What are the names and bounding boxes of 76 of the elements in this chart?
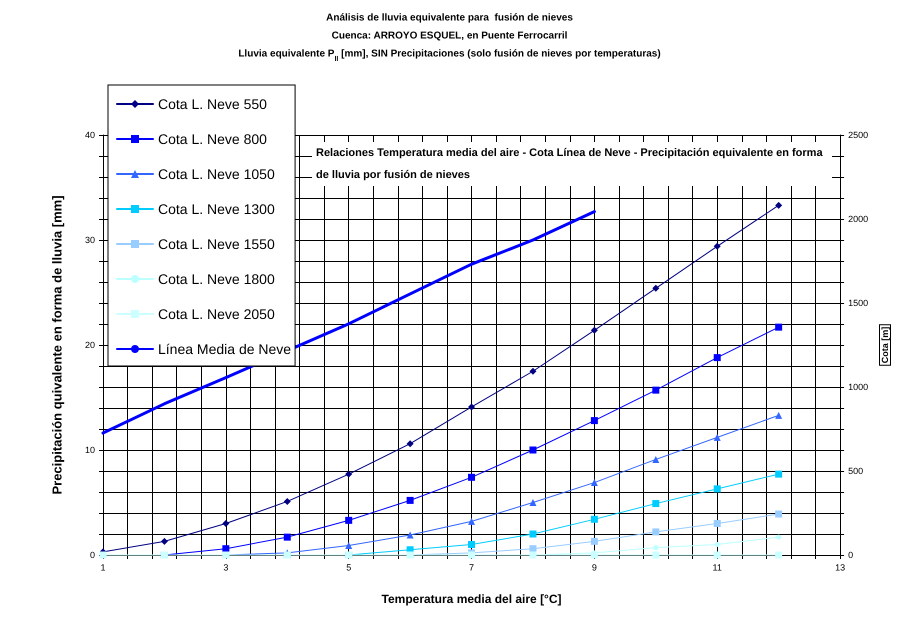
chart-title: Análisis de lluvia equivalente para fusión de nieves [326, 12, 574, 24]
legend-label: Cota L. Neve 800 [158, 131, 268, 147]
y2-tick-label: 500 [848, 466, 864, 476]
point [775, 412, 782, 419]
x-tick-label: 11 [712, 562, 722, 572]
y-tick-label: 10 [84, 445, 95, 455]
y-tick-label: 30 [84, 235, 95, 245]
point [468, 403, 476, 410]
point [345, 516, 352, 524]
point [775, 470, 782, 478]
point [406, 496, 414, 504]
point [652, 528, 660, 536]
point [652, 386, 660, 394]
y2-tick-label: 2500 [848, 130, 868, 140]
x-tick-label: 9 [592, 562, 597, 572]
point [529, 499, 536, 506]
point [345, 470, 352, 478]
point [714, 354, 721, 362]
point [653, 545, 658, 550]
x-axis-title: Temperatura media del aire [°C] [382, 592, 562, 606]
point [714, 542, 720, 547]
point [468, 474, 476, 481]
point [222, 520, 230, 527]
y2-tick-label: 0 [848, 550, 854, 560]
point [345, 542, 352, 550]
point [590, 538, 598, 545]
y-tick-label: 0 [90, 550, 95, 560]
point [590, 417, 598, 424]
annotation: Relaciones Temperatura media del aire - Cota Línea de Neve - Precipitación equivalente en forma de lluvia por fusión de nieves [312, 142, 832, 186]
point [714, 434, 721, 441]
point [652, 456, 660, 463]
point [468, 518, 476, 525]
legend-label: Cota L. Neve 1300 [158, 201, 275, 217]
point [776, 534, 782, 540]
x-tick-label: 3 [223, 562, 228, 572]
point [775, 510, 782, 518]
point [590, 516, 598, 523]
y-tick-label: 40 [84, 130, 95, 140]
point [775, 552, 782, 558]
y2-tick-label: 2000 [848, 214, 868, 224]
y-axis-title: Precipitación quivalente en forma de lluvia [mm] [50, 195, 64, 495]
legend-label: Cota L. Neve 2050 [158, 306, 275, 322]
point [529, 368, 536, 375]
point [775, 202, 782, 209]
x-tick-label: 7 [469, 562, 474, 572]
point [590, 479, 598, 486]
point [406, 532, 414, 539]
legend-label: Cota L. Neve 1050 [158, 166, 275, 182]
y2-tick-label: 1000 [848, 382, 868, 392]
point [468, 541, 476, 548]
point [590, 326, 598, 334]
legend-label: Cota L. Neve 1800 [158, 271, 275, 287]
legend-label: Cota L. Neve 550 [158, 96, 268, 112]
point [714, 242, 721, 250]
point [222, 545, 230, 552]
point [406, 440, 414, 448]
point [529, 545, 536, 552]
point [284, 498, 291, 505]
x-tick-label: 13 [835, 562, 846, 572]
point [652, 552, 660, 558]
point [160, 538, 168, 545]
y2-tick-label: 1500 [848, 298, 868, 308]
point [714, 485, 721, 492]
point [284, 534, 291, 541]
legend-label: Cota L. Neve 1550 [158, 236, 275, 252]
point [529, 446, 536, 454]
point [652, 500, 660, 508]
point [714, 520, 721, 527]
y-tick-label: 20 [84, 340, 95, 350]
y2-axis-title: Cota [m] [880, 326, 890, 364]
point [652, 284, 660, 292]
point [529, 530, 536, 538]
legend-label: Línea Media de Neve [158, 341, 292, 357]
x-tick-label: 5 [346, 562, 352, 572]
point [775, 324, 782, 331]
x-tick-label: 1 [100, 562, 106, 572]
